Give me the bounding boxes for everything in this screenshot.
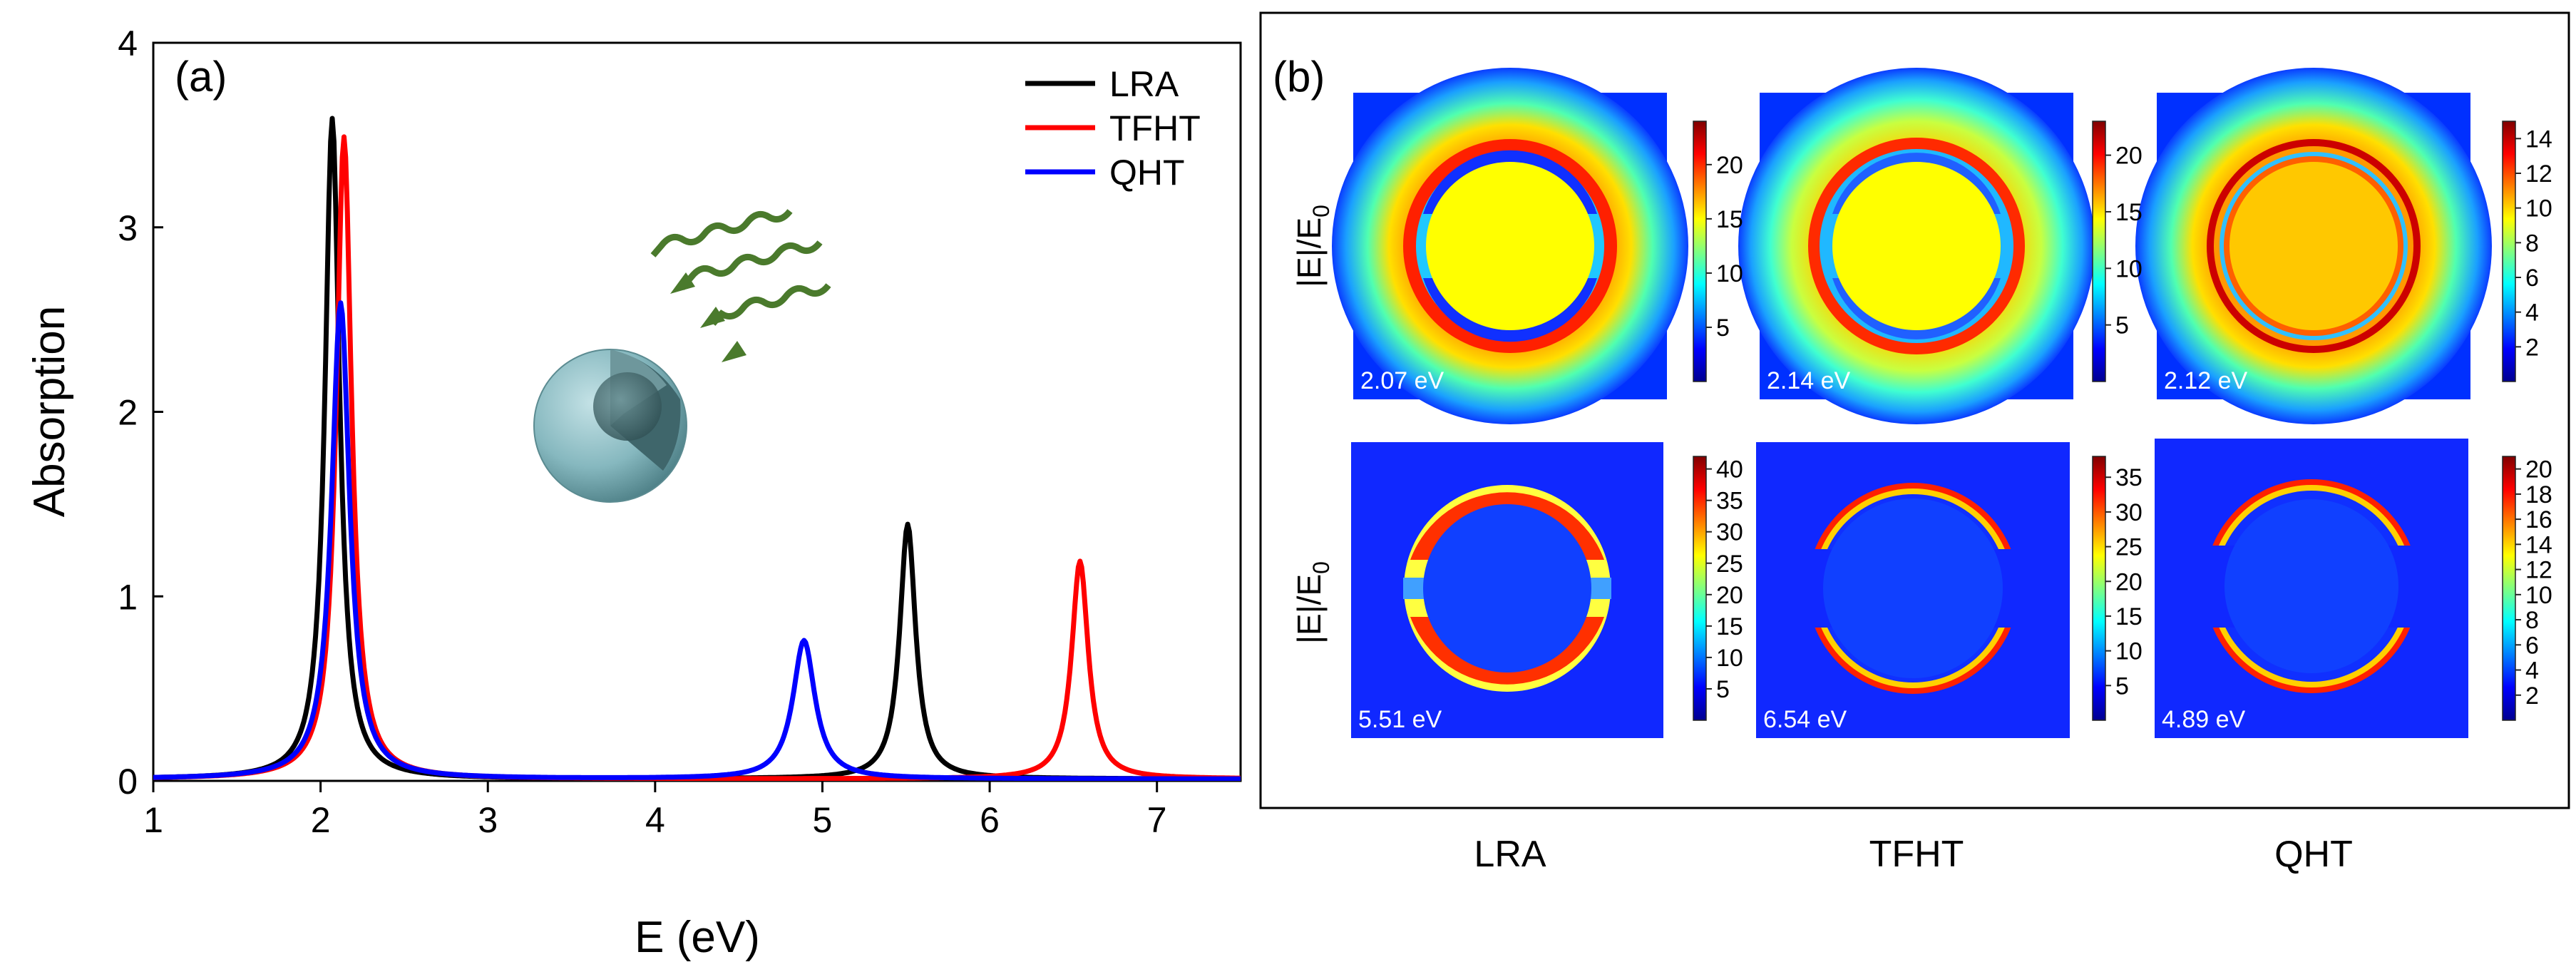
legend-label-qht: QHT [1109, 153, 1185, 193]
colorbar-tick-label: 14 [2525, 126, 2552, 153]
legend: LRA TFHT QHT [1025, 64, 1201, 193]
colorbar-qht-2: 2 4 6 8 10 12 14 [2502, 121, 2552, 382]
colorbar-tick-label: 20 [1716, 152, 1743, 179]
colorbar-tick-label: 25 [2115, 534, 2143, 561]
colorbars: 5101520510152024681012145101520253035405… [1693, 121, 2552, 721]
colorbar-tick-label: 12 [2525, 557, 2552, 584]
colorbar-tick-label: 20 [2525, 456, 2552, 484]
colorbar-tick-label: 10 [2525, 582, 2552, 609]
colorbar-tick-label: 10 [1716, 260, 1743, 287]
colorbar-tick-label: 15 [1716, 206, 1743, 233]
colorbar-tick-label: 15 [2115, 603, 2143, 630]
colorbar-tick-label: 10 [2115, 255, 2143, 282]
colorbar-tick-label: 14 [2525, 531, 2552, 558]
colorbar-tick-label: 4 [2525, 300, 2539, 327]
field-map-tfht-high: 6.54 eV [1756, 442, 2070, 738]
colorbar-tick-label: 30 [2115, 499, 2143, 526]
colorbar-tick-label: 5 [2115, 312, 2129, 339]
nanosphere-inset [533, 209, 831, 503]
y-tick-label: 1 [118, 577, 138, 617]
colorbar-tick-label: 20 [2115, 568, 2143, 595]
field-map-lra-high: 5.51 eV [1351, 442, 1663, 738]
colorbar-tick-label: 35 [1716, 488, 1743, 515]
series-line-lra [153, 116, 1241, 781]
energy-label: 6.54 eV [1763, 706, 1847, 733]
light-wave-icon [650, 209, 831, 326]
x-tick-label: 2 [311, 800, 331, 840]
series-line-qht [153, 300, 1241, 781]
y-axis: 0 1 2 3 4 [118, 24, 163, 802]
energy-label: 2.14 eV [1767, 367, 1851, 394]
x-axis: 1 2 3 4 5 6 7 [143, 781, 1167, 840]
colorbar-tick-label: 6 [2525, 632, 2539, 659]
x-tick-label: 3 [478, 800, 498, 840]
colorbar-tick-label: 5 [1716, 314, 1730, 342]
colorbar-lra-3: 5 10 15 20 25 30 35 40 [1693, 456, 1743, 721]
colorbar-tick-label: 25 [1716, 551, 1743, 578]
row-label-top: |E|/E0 [1290, 205, 1334, 287]
series-lines [153, 116, 1241, 781]
colorbar-tick-label: 16 [2525, 506, 2552, 533]
x-tick-label: 4 [645, 800, 665, 840]
y-tick-label: 3 [118, 208, 138, 248]
colorbar-tick-label: 20 [2115, 143, 2143, 170]
colorbar-tick-label: 30 [1716, 519, 1743, 546]
colorbar-tick-label: 2 [2525, 682, 2539, 710]
colorbar-tick-label: 15 [2115, 199, 2143, 226]
colorbar-tfht-1: 5 10 15 20 [2092, 121, 2143, 382]
colorbar-tick-label: 15 [1716, 613, 1743, 640]
colorbar-tick-label: 12 [2525, 160, 2552, 188]
y-axis-label: Absorption [25, 306, 74, 517]
field-map-tfht-low: 2.14 eV [1738, 68, 2095, 424]
colorbar-tick-label: 10 [1716, 645, 1743, 672]
colorbar-tick-label: 2 [2525, 334, 2539, 361]
row-label-bottom: |E|/E0 [1290, 561, 1334, 644]
panel-a-label: (a) [175, 53, 227, 101]
energy-label: 4.89 eV [2162, 706, 2246, 733]
x-tick-label: 7 [1147, 800, 1167, 840]
x-tick-label: 6 [980, 800, 1000, 840]
y-tick-label: 2 [118, 393, 138, 433]
column-label-qht: QHT [2274, 834, 2353, 875]
colorbar-tick-label: 6 [2525, 265, 2539, 292]
plot-frame [152, 41, 1242, 782]
y-tick-label: 0 [118, 762, 138, 802]
colorbar-tick-label: 10 [2115, 638, 2143, 665]
colorbar-tick-label: 35 [2115, 464, 2143, 491]
colorbar-tick-label: 40 [1716, 456, 1743, 484]
energy-label: 2.12 eV [2164, 367, 2248, 394]
column-label-lra: LRA [1474, 834, 1546, 875]
energy-label: 2.07 eV [1360, 367, 1444, 394]
x-tick-label: 5 [813, 800, 833, 840]
field-map-qht-low: 2.12 eV [2135, 68, 2492, 424]
colorbar-lra-0: 5 10 15 20 [1693, 121, 1743, 382]
column-label-tfht: TFHT [1869, 834, 1964, 875]
x-axis-label: E (eV) [635, 913, 760, 962]
legend-label-lra: LRA [1109, 64, 1179, 104]
energy-label: 5.51 eV [1358, 706, 1442, 733]
legend-label-tfht: TFHT [1109, 108, 1201, 148]
y-tick-label: 4 [118, 24, 138, 63]
field-map-lra-low: 2.07 eV [1332, 68, 1688, 424]
colorbar-tick-label: 5 [2115, 672, 2129, 700]
colorbar-tick-label: 8 [2525, 230, 2539, 257]
light-arrow-heads [670, 272, 746, 362]
colorbar-tick-label: 8 [2525, 607, 2539, 634]
colorbar-tfht-4: 5 10 15 20 25 30 35 [2092, 456, 2143, 721]
nanosphere-core [593, 372, 662, 441]
colorbar-tick-label: 18 [2525, 481, 2552, 508]
panel-b-frame [1259, 11, 2570, 809]
panel-b: (b) |E|/E0 |E|/E0 2.07 eV 2.14 [1259, 11, 2570, 875]
colorbar-tick-label: 10 [2525, 195, 2552, 222]
series-line-tfht [153, 134, 1241, 781]
colorbar-tick-label: 4 [2525, 658, 2539, 685]
panel-b-label: (b) [1273, 53, 1325, 101]
colorbar-tick-label: 5 [1716, 676, 1730, 703]
field-map-qht-high: 4.89 eV [2155, 439, 2468, 738]
x-tick-label: 1 [143, 800, 163, 840]
colorbar-tick-label: 20 [1716, 582, 1743, 609]
